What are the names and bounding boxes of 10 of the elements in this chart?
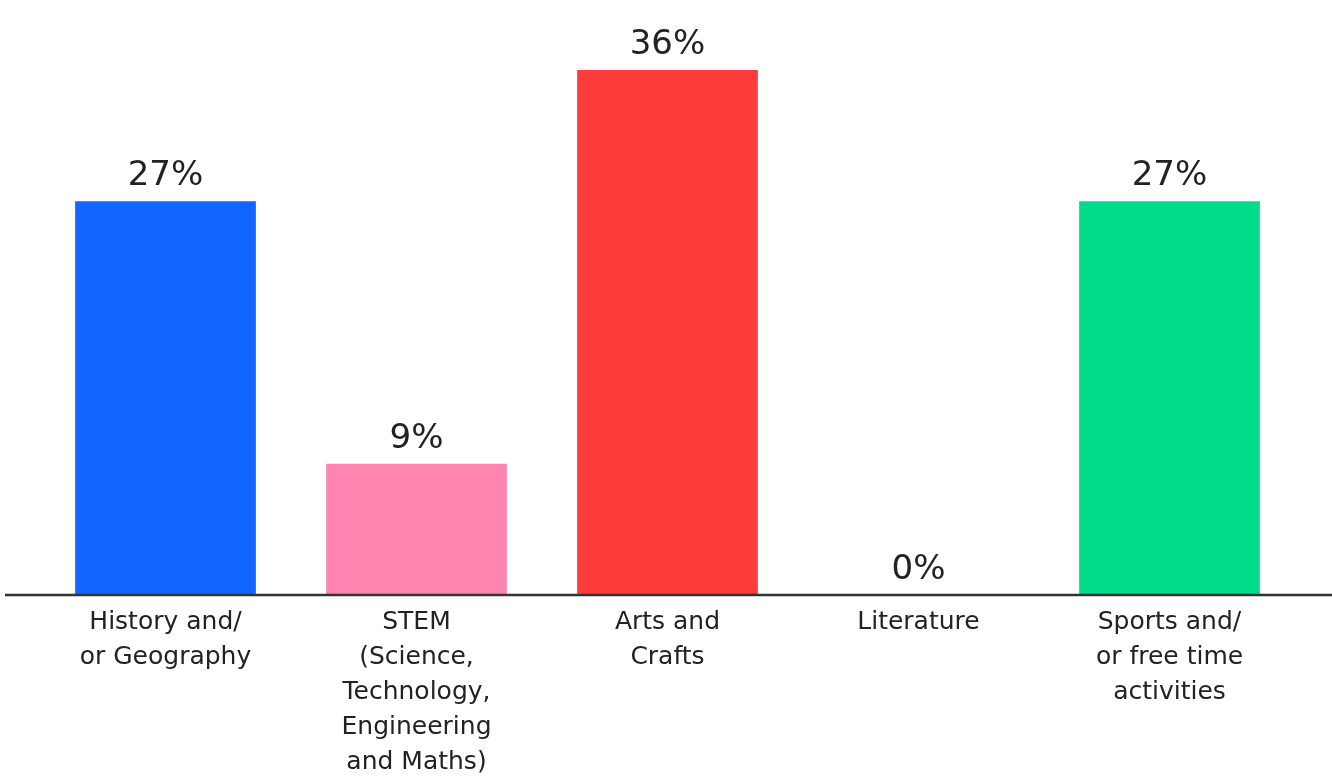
x-tick-label: Literature bbox=[857, 606, 980, 635]
data-label: 36% bbox=[629, 22, 706, 62]
x-tick-label: History and/or Geography bbox=[79, 606, 252, 670]
data-label: 27% bbox=[1131, 153, 1208, 194]
x-tick-label: Sports and/or free time activities bbox=[1095, 606, 1244, 705]
data-label: 27% bbox=[127, 153, 204, 194]
x-tick-label: STEM (Science, Technology, Engineering and Maths) bbox=[341, 606, 492, 775]
data-label: 9% bbox=[389, 415, 444, 456]
data-label: 0% bbox=[891, 547, 946, 587]
x-tick-label: Arts and Crafts bbox=[614, 606, 721, 670]
